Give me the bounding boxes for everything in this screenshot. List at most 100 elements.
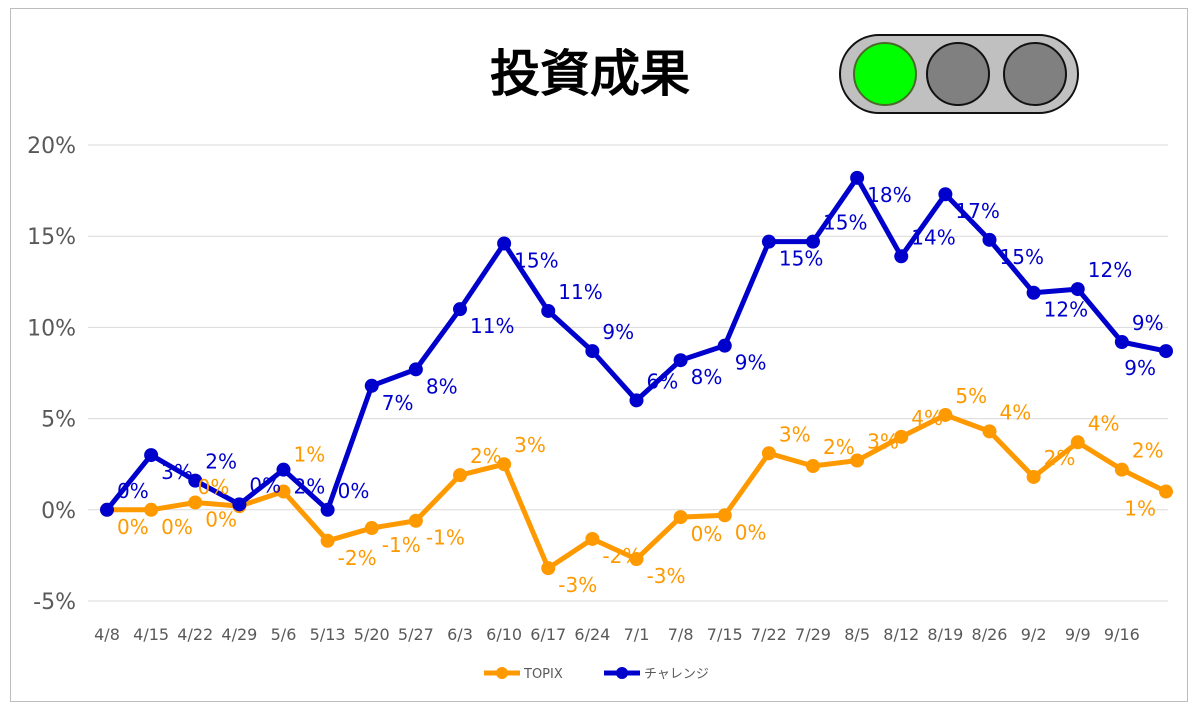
legend-label: チャレンジ xyxy=(644,667,709,682)
data-point xyxy=(408,513,423,528)
data-label: 11% xyxy=(558,280,602,304)
data-label: 1% xyxy=(1124,497,1156,521)
data-label: 15% xyxy=(823,211,867,235)
data-label: -3% xyxy=(558,573,597,597)
data-point xyxy=(188,495,203,510)
traffic-light xyxy=(839,34,1079,114)
yellow-light-off xyxy=(926,42,990,106)
data-point xyxy=(982,232,997,247)
data-label: -1% xyxy=(382,533,421,557)
data-point xyxy=(1026,469,1041,484)
data-label: 3% xyxy=(161,460,193,484)
data-point xyxy=(806,234,820,249)
x-tick-label: 7/1 xyxy=(624,625,650,644)
x-tick-label: 7/8 xyxy=(668,625,694,644)
x-tick-label: 8/12 xyxy=(883,625,919,644)
data-point xyxy=(629,393,644,408)
y-tick-label: 0% xyxy=(41,499,76,524)
data-label: 0% xyxy=(735,520,767,544)
data-label: 2% xyxy=(294,475,326,499)
data-label: 9% xyxy=(602,320,634,344)
legend-label: TOPIX xyxy=(523,667,563,682)
data-label: -2% xyxy=(338,546,377,570)
y-tick-label: 10% xyxy=(27,316,76,341)
data-point xyxy=(1159,484,1173,499)
data-point xyxy=(982,424,997,439)
data-point xyxy=(717,338,732,353)
legend-marker xyxy=(496,667,508,679)
data-label: 9% xyxy=(1132,311,1164,335)
x-tick-label: 9/2 xyxy=(1021,625,1047,644)
data-label: 2% xyxy=(205,450,237,474)
data-point xyxy=(497,457,512,472)
data-point xyxy=(673,353,688,368)
data-label: 9% xyxy=(1124,356,1156,380)
data-point xyxy=(276,462,291,477)
data-point xyxy=(541,303,556,318)
data-point xyxy=(320,502,335,517)
data-point xyxy=(364,521,379,536)
chart-frame xyxy=(10,8,1188,702)
data-label: 6% xyxy=(647,369,679,393)
data-label: 4% xyxy=(1088,411,1120,435)
x-tick-label: 5/6 xyxy=(271,625,297,644)
data-point xyxy=(850,170,865,185)
data-label: 2% xyxy=(1132,439,1164,463)
data-point xyxy=(541,561,556,576)
data-label: 0% xyxy=(161,515,193,539)
data-point xyxy=(1114,334,1129,349)
data-label: -2% xyxy=(602,544,641,568)
y-tick-label: 20% xyxy=(27,134,76,159)
data-label: 2% xyxy=(1044,446,1076,470)
x-tick-label: 4/15 xyxy=(133,625,169,644)
data-label: 12% xyxy=(1088,258,1132,282)
x-tick-label: 6/3 xyxy=(447,625,473,644)
data-point xyxy=(1026,285,1041,300)
x-tick-label: 9/9 xyxy=(1065,625,1091,644)
x-tick-label: 5/20 xyxy=(354,625,390,644)
data-point xyxy=(453,302,467,317)
data-point xyxy=(1159,344,1173,359)
x-tick-label: 4/29 xyxy=(221,625,257,644)
data-label: -1% xyxy=(426,526,465,550)
data-label: 0% xyxy=(205,508,237,532)
red-light-off xyxy=(1003,42,1067,106)
y-tick-label: -5% xyxy=(33,590,76,615)
x-tick-label: 5/27 xyxy=(398,625,434,644)
data-label: 2% xyxy=(470,444,502,468)
data-label: 3% xyxy=(779,422,811,446)
series-line-1 xyxy=(105,175,1167,513)
data-point xyxy=(453,468,467,483)
data-point xyxy=(894,429,909,444)
data-point xyxy=(938,407,953,422)
data-point xyxy=(761,446,776,461)
data-label: 0% xyxy=(117,515,149,539)
data-point xyxy=(100,502,114,517)
data-label: 3% xyxy=(867,430,899,454)
data-label: 3% xyxy=(514,433,546,457)
data-point xyxy=(1114,462,1129,477)
legend-marker xyxy=(616,667,628,679)
data-label: 14% xyxy=(911,225,955,249)
data-point xyxy=(1070,435,1085,450)
data-label: 15% xyxy=(779,247,823,271)
data-label: 0% xyxy=(338,479,370,503)
data-point xyxy=(894,249,909,264)
data-label: 0% xyxy=(691,522,723,546)
data-point xyxy=(232,497,247,512)
data-label: 7% xyxy=(382,391,414,415)
data-label: 8% xyxy=(426,374,458,398)
data-point xyxy=(188,473,203,488)
data-label: 0% xyxy=(198,475,230,499)
data-point xyxy=(497,236,512,251)
data-point xyxy=(717,508,732,523)
x-tick-label: 4/8 xyxy=(94,625,120,644)
data-point xyxy=(144,448,159,463)
x-tick-label: 9/16 xyxy=(1104,625,1140,644)
x-tick-label: 8/19 xyxy=(927,625,963,644)
data-point xyxy=(144,502,159,517)
data-label: 11% xyxy=(470,314,514,338)
data-point xyxy=(673,510,688,525)
x-tick-label: 8/5 xyxy=(844,625,870,644)
